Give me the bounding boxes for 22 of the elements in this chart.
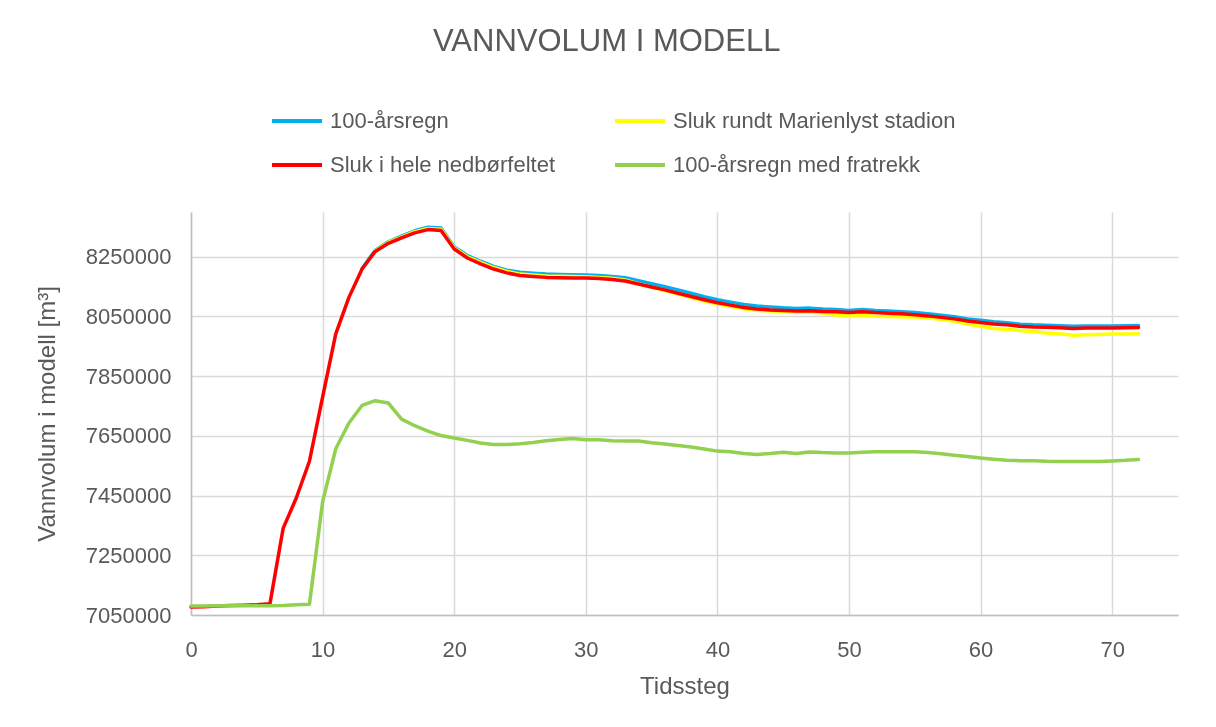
y-tick-label: 7250000 [85,542,172,568]
x-tick-label: 30 [574,636,599,662]
x-tick-label: 70 [1100,636,1125,662]
y-tick-label: 7050000 [85,602,172,628]
x-tick-label: 60 [968,636,994,662]
chart-title: VANNVOLUM I MODELL [432,23,781,58]
y-tick-label: 8050000 [85,303,172,329]
legend-label: 100-årsregn med fratrekk [673,152,921,177]
x-tick-label: 50 [837,636,862,662]
y-tick-label: 8250000 [85,244,172,270]
x-tick-label: 20 [442,636,467,662]
x-tick-label: 10 [310,636,336,662]
x-axis-title: Tidssteg [640,671,730,699]
y-tick-label: 7450000 [85,483,172,509]
x-tick-label: 0 [185,636,198,662]
x-tick-label: 40 [705,636,731,662]
y-axis-title: Vannvolum i modell [m³] [32,286,60,542]
legend-label: Sluk i hele nedbørfeltet [330,152,556,177]
legend-label: Sluk rundt Marienlyst stadion [673,108,956,133]
y-tick-label: 7650000 [85,423,172,449]
y-tick-label: 7850000 [85,363,172,389]
legend-label: 100-årsregn [330,108,449,133]
